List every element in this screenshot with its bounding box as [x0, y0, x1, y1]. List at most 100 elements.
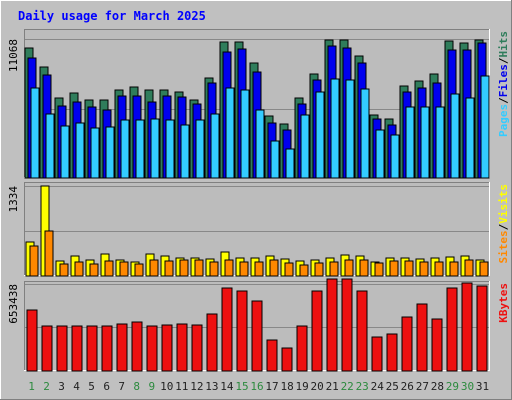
bar-kbytes-day-2	[41, 325, 53, 372]
bar-kbytes-day-11	[176, 323, 188, 372]
bar-sites-day-22	[344, 259, 354, 277]
day-label-31: 31	[476, 380, 489, 393]
max-value-label: 11068	[7, 39, 20, 72]
bar-pages-day-28	[435, 106, 445, 179]
day-label-26: 26	[401, 380, 414, 393]
bar-pages-day-11	[180, 124, 190, 179]
bar-pages-day-7	[120, 119, 130, 179]
day-label-12: 12	[190, 380, 203, 393]
bar-sites-day-10	[164, 260, 174, 277]
bar-sites-day-17	[269, 259, 279, 277]
bar-pages-day-12	[195, 119, 205, 179]
day-label-2: 2	[43, 380, 50, 393]
bar-sites-day-15	[239, 261, 249, 277]
series-legend: Sites/Visits	[497, 184, 510, 264]
bar-sites-day-18	[284, 262, 294, 277]
bar-sites-day-3	[59, 263, 69, 277]
panel-visits: 1334 Sites/Visits	[7, 182, 510, 277]
day-label-1: 1	[28, 380, 35, 393]
bar-pages-day-2	[45, 113, 55, 179]
day-label-25: 25	[386, 380, 399, 393]
bar-kbytes-day-6	[101, 325, 113, 372]
bar-sites-day-4	[74, 261, 84, 277]
bar-sites-day-25	[389, 260, 399, 277]
bar-sites-day-13	[209, 261, 219, 277]
day-label-23: 23	[356, 380, 369, 393]
bar-sites-day-26	[404, 260, 414, 277]
bar-kbytes-day-12	[191, 324, 203, 372]
bar-pages-day-13	[210, 113, 220, 179]
bar-pages-day-5	[90, 127, 100, 179]
bar-sites-day-11	[179, 259, 189, 277]
bar-kbytes-day-13	[206, 313, 218, 372]
bar-pages-day-17	[270, 140, 280, 179]
day-label-22: 22	[341, 380, 354, 393]
bar-sites-day-27	[419, 261, 429, 277]
bar-pages-day-31	[480, 75, 490, 179]
day-label-3: 3	[58, 380, 65, 393]
bar-sites-day-9	[149, 259, 159, 277]
bar-kbytes-day-22	[341, 278, 353, 372]
series-legend: Pages/Files/Hits	[497, 31, 510, 137]
bar-kbytes-day-1	[26, 309, 38, 372]
legend-entry: Pages	[497, 104, 510, 137]
bar-pages-day-30	[465, 97, 475, 179]
bar-kbytes-day-9	[146, 325, 158, 372]
bar-sites-day-21	[329, 261, 339, 277]
day-label-14: 14	[220, 380, 234, 393]
bar-pages-day-23	[360, 88, 370, 179]
bar-pages-day-1	[30, 87, 40, 179]
bar-sites-day-5	[89, 263, 99, 277]
day-label-9: 9	[148, 380, 155, 393]
bar-sites-day-2	[44, 230, 54, 277]
panel-kbytes: 653438 KBytes	[7, 278, 510, 372]
bar-kbytes-day-3	[56, 325, 68, 372]
legend-entry: /	[497, 223, 510, 230]
day-label-4: 4	[73, 380, 80, 393]
bar-pages-day-14	[225, 87, 235, 179]
bar-kbytes-day-26	[401, 316, 413, 372]
bar-kbytes-day-30	[461, 282, 473, 372]
day-labels: 1 2 3 4 5 6 7 8 9 10 11 12 13 14 15 16 17 18 19 20 21 22 23 24 2…	[28, 380, 489, 393]
panels-layer: 11068Pages/Files/Hits1334Sites/Visits653…	[7, 29, 510, 372]
legend-entry: KBytes	[497, 283, 510, 323]
day-label-30: 30	[461, 380, 474, 393]
panel-requests: 11068 Pages/Files/Hits	[7, 29, 510, 179]
bar-pages-day-20	[315, 91, 325, 179]
bar-pages-day-8	[135, 119, 145, 179]
bar-kbytes-day-8	[131, 321, 143, 372]
day-label-17: 17	[265, 380, 278, 393]
bar-kbytes-day-19	[296, 325, 308, 372]
day-label-24: 24	[371, 380, 385, 393]
legend-entry: Files	[497, 64, 510, 97]
bar-kbytes-day-5	[86, 325, 98, 372]
legend-entry: /	[497, 57, 510, 64]
bar-kbytes-day-24	[371, 336, 383, 372]
bar-pages-day-29	[450, 93, 460, 179]
bar-sites-day-14	[224, 259, 234, 277]
legend-entry: /	[497, 97, 510, 104]
bar-kbytes-day-16	[251, 300, 263, 372]
legend-entry: Sites	[497, 230, 510, 263]
day-label-16: 16	[250, 380, 263, 393]
bar-pages-day-9	[150, 118, 160, 179]
day-label-19: 19	[295, 380, 308, 393]
max-value-label: 653438	[7, 284, 20, 324]
day-label-20: 20	[310, 380, 323, 393]
day-label-7: 7	[118, 380, 125, 393]
bar-sites-day-8	[134, 263, 144, 277]
bar-sites-day-29	[449, 261, 459, 277]
bar-kbytes-day-17	[266, 339, 278, 372]
bar-kbytes-day-27	[416, 303, 428, 372]
day-label-13: 13	[205, 380, 218, 393]
bar-sites-day-30	[464, 259, 474, 277]
bar-sites-day-6	[104, 260, 114, 277]
day-label-5: 5	[88, 380, 95, 393]
bar-pages-day-3	[60, 125, 70, 179]
bar-pages-day-15	[240, 89, 250, 179]
bar-sites-day-1	[29, 245, 39, 277]
bar-pages-day-24	[375, 129, 385, 179]
bar-sites-day-19	[299, 264, 309, 277]
bar-pages-day-6	[105, 126, 115, 179]
